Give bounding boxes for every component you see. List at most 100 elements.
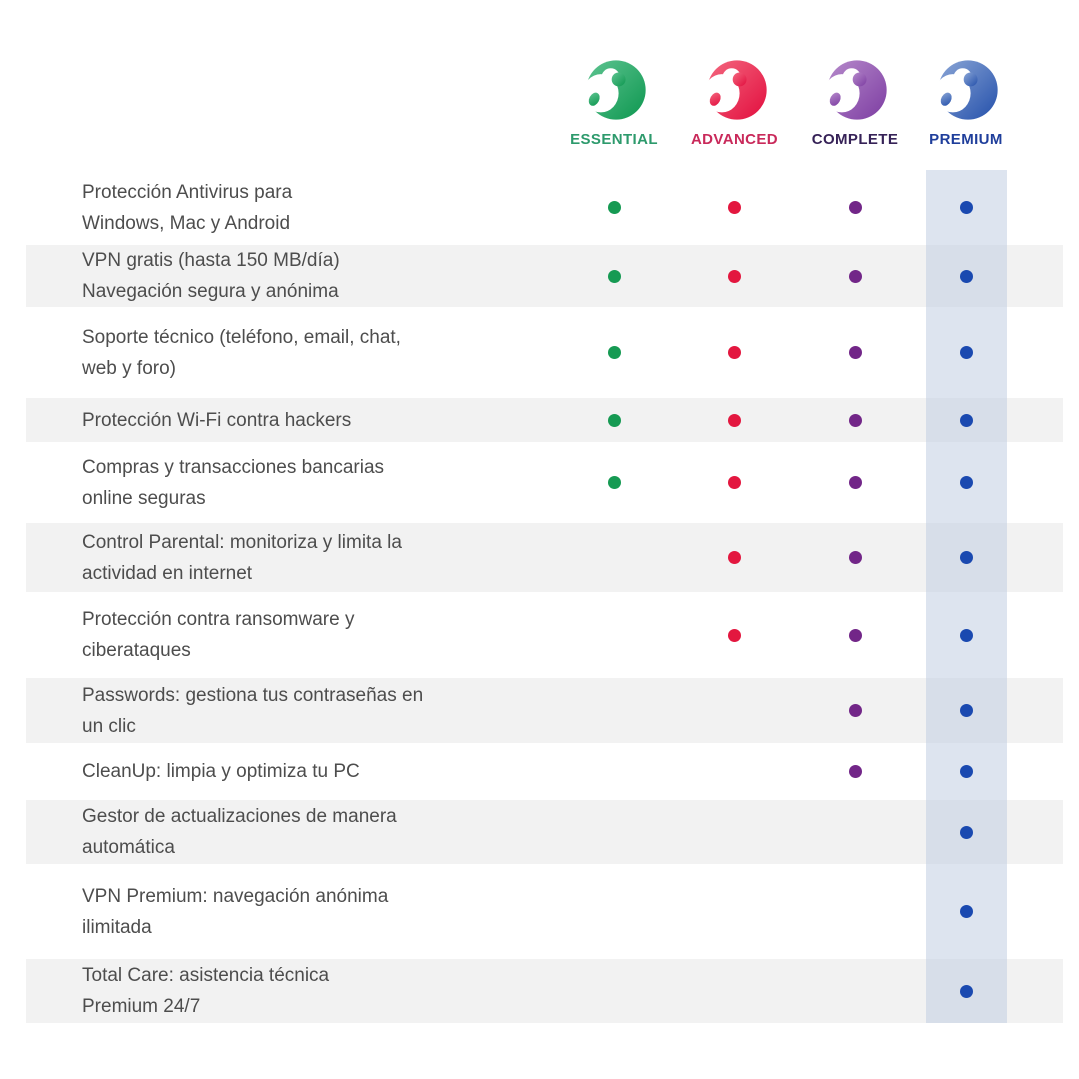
table-row: VPN Premium: navegación anónima ilimitad…: [26, 864, 1063, 959]
cell-complete: [795, 442, 915, 523]
feature-label: Protección contra ransomware y ciberataq…: [82, 609, 355, 661]
cell-essential: [554, 800, 674, 864]
cell-essential: [554, 307, 674, 398]
complete-included-dot: [848, 551, 862, 564]
plan-comparison-table: ESSENTIAL ADVANCED: [26, 0, 1063, 1023]
cell-advanced: [674, 170, 795, 245]
advanced-included-dot: [728, 413, 741, 427]
cell-essential: [554, 864, 674, 959]
premium-included-dot: [959, 269, 973, 283]
plan-header-premium: PREMIUM: [915, 0, 1017, 170]
cell-advanced: [674, 743, 795, 800]
cell-essential: [554, 442, 674, 523]
table-row: Total Care: asistencia técnica Premium 2…: [26, 959, 1063, 1023]
header-tail-spacer: [1017, 0, 1063, 170]
cell-complete: [795, 523, 915, 592]
premium-included-dot: [959, 905, 973, 918]
advanced-included-dot: [728, 201, 741, 214]
plan-name-premium: PREMIUM: [929, 131, 1003, 148]
essential-included-dot: [607, 413, 621, 427]
plan-header-essential: ESSENTIAL: [554, 0, 674, 170]
cell-premium: [915, 245, 1017, 307]
complete-included-dot: [848, 476, 862, 489]
table-row: Protección contra ransomware y ciberataq…: [26, 592, 1063, 678]
plan-header-advanced: ADVANCED: [674, 0, 795, 170]
complete-included-dot: [848, 413, 862, 427]
feature-label: Total Care: asistencia técnica Premium 2…: [82, 965, 330, 1017]
cell-premium: [915, 307, 1017, 398]
cell-complete: [795, 678, 915, 743]
panda-premium-icon: [935, 60, 998, 120]
advanced-included-dot: [728, 551, 741, 564]
cell-premium: [915, 864, 1017, 959]
cell-complete: [795, 307, 915, 398]
premium-included-dot: [959, 201, 973, 214]
cell-complete: [795, 959, 915, 1023]
panda-complete-icon: [824, 60, 887, 120]
complete-included-dot: [848, 704, 862, 717]
plan-header-complete: COMPLETE: [795, 0, 915, 170]
premium-included-dot: [959, 984, 973, 998]
premium-included-dot: [959, 704, 973, 717]
cell-premium: [915, 743, 1017, 800]
cell-complete: [795, 864, 915, 959]
cell-premium: [915, 592, 1017, 678]
cell-essential: [554, 398, 674, 442]
feature-label: CleanUp: limpia y optimiza tu PC: [82, 761, 360, 782]
cell-advanced: [674, 678, 795, 743]
premium-included-dot: [959, 476, 973, 489]
cell-advanced: [674, 307, 795, 398]
cell-advanced: [674, 959, 795, 1023]
feature-label: Gestor de actualizaciones de manera auto…: [82, 806, 397, 858]
advanced-included-dot: [728, 628, 741, 642]
header-spacer: [26, 0, 554, 170]
table-row: CleanUp: limpia y optimiza tu PC: [26, 743, 1063, 800]
cell-advanced: [674, 592, 795, 678]
premium-included-dot: [959, 628, 973, 642]
cell-essential: [554, 245, 674, 307]
plan-name-complete: COMPLETE: [811, 131, 899, 148]
premium-included-dot: [959, 413, 973, 427]
advanced-included-dot: [728, 476, 741, 489]
feature-label: VPN gratis (hasta 150 MB/día) Navegación…: [82, 250, 340, 302]
cell-advanced: [674, 245, 795, 307]
table-row: Control Parental: monitoriza y limita la…: [26, 523, 1063, 592]
panda-advanced-icon: [703, 60, 767, 120]
feature-label: Passwords: gestiona tus contraseñas en u…: [82, 684, 424, 737]
feature-label: Control Parental: monitoriza y limita la…: [82, 531, 402, 584]
complete-included-dot: [848, 346, 862, 359]
complete-included-dot: [848, 765, 862, 778]
cell-complete: [795, 800, 915, 864]
plan-name-essential: ESSENTIAL: [570, 131, 658, 148]
cell-premium: [915, 523, 1017, 592]
cell-premium: [915, 398, 1017, 442]
plan-name-advanced: ADVANCED: [690, 131, 779, 148]
feature-rows: Protección Antivirus para Windows, Mac y…: [26, 170, 1063, 1023]
essential-included-dot: [607, 201, 621, 214]
cell-essential: [554, 170, 674, 245]
cell-premium: [915, 170, 1017, 245]
cell-complete: [795, 245, 915, 307]
feature-label: VPN Premium: navegación anónima ilimitad…: [82, 885, 389, 938]
plan-header-row: ESSENTIAL ADVANCED: [26, 0, 1063, 170]
essential-included-dot: [607, 269, 621, 283]
table-row: Protección Wi-Fi contra hackers: [26, 398, 1063, 442]
cell-essential: [554, 959, 674, 1023]
cell-essential: [554, 592, 674, 678]
cell-advanced: [674, 864, 795, 959]
advanced-included-dot: [728, 346, 741, 359]
table-row: Gestor de actualizaciones de manera auto…: [26, 800, 1063, 864]
cell-essential: [554, 743, 674, 800]
essential-included-dot: [607, 476, 621, 489]
cell-advanced: [674, 800, 795, 864]
complete-included-dot: [848, 269, 862, 283]
feature-label: Compras y transacciones bancarias online…: [82, 456, 385, 509]
premium-included-dot: [959, 825, 973, 839]
feature-label: Protección Antivirus para Windows, Mac y…: [82, 181, 293, 234]
advanced-included-dot: [728, 269, 741, 283]
cell-premium: [915, 959, 1017, 1023]
premium-included-dot: [959, 765, 973, 778]
feature-label: Soporte técnico (teléfono, email, chat, …: [82, 326, 401, 379]
complete-included-dot: [848, 201, 862, 214]
